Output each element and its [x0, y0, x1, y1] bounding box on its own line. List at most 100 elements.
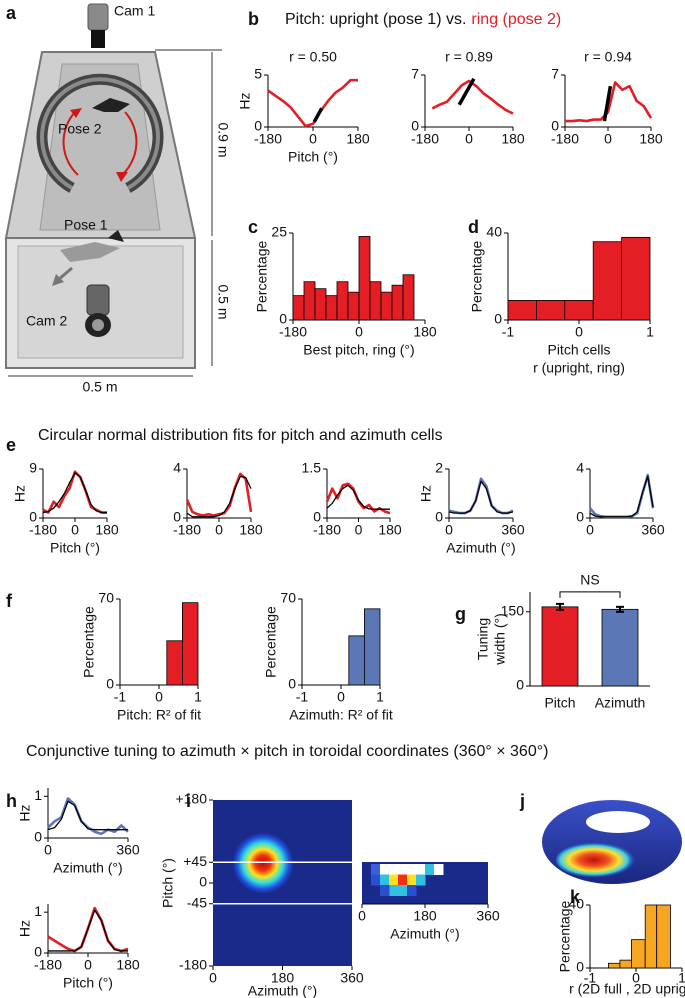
y-axis-label: Percentage	[469, 240, 485, 312]
histogram-bar	[303, 281, 316, 321]
y-tick-label: 0	[576, 959, 584, 975]
fit-line	[186, 475, 252, 518]
fit-line	[457, 77, 476, 106]
label: 0.5 m	[82, 379, 117, 395]
x-tick-label: 1	[646, 324, 654, 340]
y-tick-label: 0	[29, 509, 37, 525]
histogram-bar	[621, 236, 651, 321]
x-tick-label: 0	[209, 970, 217, 986]
y-tick-label: 7	[551, 66, 559, 82]
y-tick-label: 40	[568, 896, 584, 912]
arena-diagram: Cam 1 Pose 2 Pose 1 Cam 2 0.9 m 0.5 m 0.…	[4, 3, 231, 395]
x-tick-label: 0	[71, 522, 79, 538]
histogram-bar	[358, 236, 371, 321]
y-axis-label: Hz	[418, 485, 434, 502]
x-tick-label: 1	[678, 970, 685, 986]
panel-letter: d	[468, 217, 479, 237]
y-tick-label: 0	[411, 118, 419, 134]
x-axis-label: Pitch: R² of fit	[117, 707, 201, 723]
strip-cell	[416, 864, 426, 875]
fit-line	[312, 107, 324, 123]
heading: Circular normal distribution fits for pi…	[38, 427, 443, 444]
panel-letter: i	[186, 791, 191, 811]
y-tick-label: 0	[435, 509, 443, 525]
histogram-bar	[536, 300, 566, 321]
y-tick-label: 0	[516, 677, 524, 693]
data-line	[267, 78, 358, 128]
histogram-bar	[166, 640, 183, 686]
y-axis-label: Percentage	[557, 900, 573, 972]
x-tick-label: 0	[155, 689, 163, 705]
y-axis-label: Percentage	[263, 606, 279, 678]
x-axis-label: r (2D full , 2D upright)	[569, 981, 685, 997]
y-tick-label: 7	[411, 66, 419, 82]
label: 0.5 m	[215, 284, 231, 319]
y-tick-label: 2	[435, 460, 443, 476]
x-axis-label: Azimuth (°)	[248, 983, 317, 998]
x-tick-label: 180	[413, 324, 437, 340]
x-tick-label: -180	[279, 324, 307, 340]
y-tick-label: 150	[501, 602, 525, 618]
histogram-bar	[631, 939, 646, 969]
strip-cell	[371, 874, 381, 886]
x-tick-label: 180	[346, 131, 370, 147]
heading: Pitch: upright (pose 1) vs. ring (pose 2)	[285, 11, 561, 28]
x-tick-label: -180	[411, 131, 439, 147]
x-tick-label: 180	[116, 957, 140, 973]
x-tick-label: 0	[586, 522, 594, 538]
x-tick-label: 0	[604, 131, 612, 147]
category-label: Azimuth	[595, 695, 646, 711]
fit-line	[602, 85, 613, 122]
x-tick-label: 0	[337, 689, 345, 705]
label: Pose 1	[64, 217, 108, 233]
x-tick-label: -180	[34, 957, 62, 973]
x-tick-label: 0	[358, 908, 366, 924]
strip-cell	[425, 864, 435, 875]
annotation: r = 0.94	[584, 49, 632, 65]
significance-label: NS	[580, 572, 599, 588]
strip-cell	[398, 864, 408, 875]
strip-cell	[380, 885, 390, 896]
histogram-bar	[564, 300, 594, 321]
heading: Conjunctive tuning to azimuth × pitch in…	[26, 743, 548, 760]
x-tick-label: 0	[84, 957, 92, 973]
significance-bracket	[559, 591, 621, 598]
histogram-bar	[391, 284, 404, 321]
y-axis-label: Pitch (°)	[160, 858, 176, 908]
y-tick-label: 25	[271, 224, 287, 240]
x-tick-label: 180	[413, 908, 437, 924]
y-axis-label: width (°)	[492, 613, 508, 666]
histogram-bar	[507, 300, 537, 321]
x-tick-label: 180	[95, 522, 119, 538]
x-tick-label: -180	[551, 131, 579, 147]
x-tick-label: 0	[465, 131, 473, 147]
x-tick-label: -1	[296, 689, 309, 705]
x-axis-label: r (upright, ring)	[533, 360, 625, 376]
panel-letter: k	[570, 887, 581, 907]
panel-letter: c	[248, 217, 258, 237]
y-tick-label: 0	[173, 509, 181, 525]
histogram-bar	[380, 291, 393, 321]
y-tick-label: 1	[34, 903, 42, 919]
x-tick-label: 0	[632, 970, 640, 986]
bar	[541, 606, 579, 687]
y-tick-label: 40	[486, 224, 502, 240]
y-tick-label: 1.5	[302, 460, 322, 476]
histogram-bar	[644, 904, 658, 969]
histogram-bar	[363, 608, 381, 686]
x-tick-label: 0	[215, 522, 223, 538]
y-tick-label: +180	[175, 791, 207, 807]
x-axis-label: Pitch cells	[547, 342, 610, 358]
strip-cell	[380, 874, 390, 886]
histogram-bar	[619, 959, 632, 969]
x-tick-label: -1	[114, 689, 127, 705]
histogram-bar	[348, 635, 365, 686]
data-line	[565, 81, 653, 123]
y-tick-label: 0	[34, 829, 42, 845]
histogram-bar	[314, 288, 327, 321]
x-tick-label: 0	[355, 522, 363, 538]
strip-cell	[398, 885, 408, 896]
data-line	[325, 482, 391, 515]
label: Cam 1	[114, 3, 155, 19]
heading-part: Pitch: upright (pose 1) vs.	[285, 11, 466, 28]
